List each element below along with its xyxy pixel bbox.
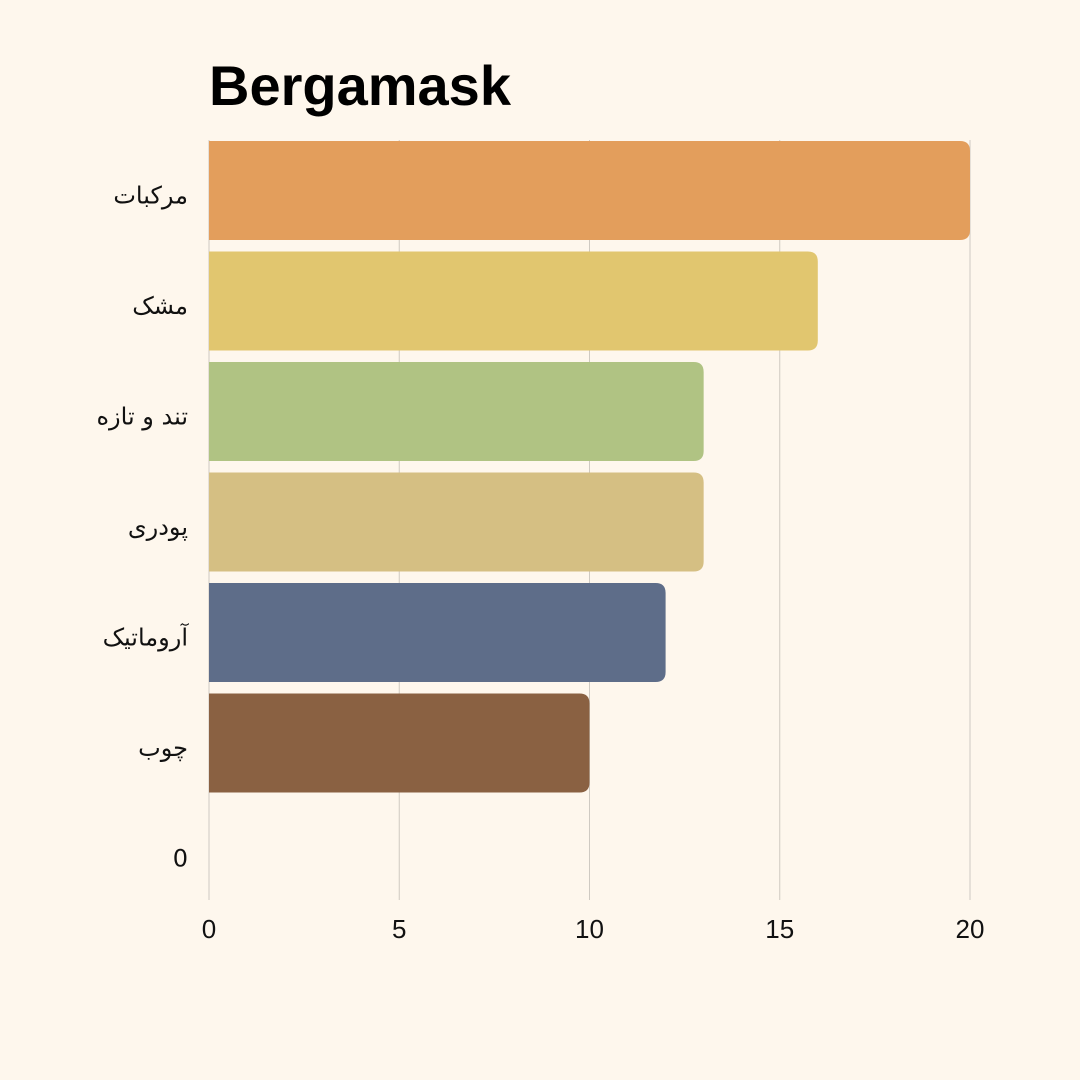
x-tick-label: 10 bbox=[575, 914, 604, 944]
chart-title: Bergamask bbox=[209, 54, 511, 117]
category-label: مرکبات bbox=[113, 181, 188, 209]
category-label: تند و تازه bbox=[96, 402, 188, 430]
category-label: آروماتیک bbox=[103, 622, 190, 651]
bar bbox=[209, 362, 704, 461]
bar bbox=[209, 472, 704, 572]
x-tick-label: 0 bbox=[202, 914, 216, 944]
category-label: پودری bbox=[128, 513, 188, 541]
bar bbox=[209, 251, 818, 351]
x-tick-label: 5 bbox=[392, 914, 406, 944]
bar bbox=[209, 141, 970, 240]
bar bbox=[209, 693, 590, 793]
bar bbox=[209, 583, 666, 682]
category-label: مشک bbox=[132, 292, 188, 320]
category-label: 0 bbox=[173, 844, 188, 872]
x-tick-label: 15 bbox=[765, 914, 794, 944]
category-label: چوب bbox=[138, 734, 188, 762]
x-tick-label: 20 bbox=[956, 914, 985, 944]
